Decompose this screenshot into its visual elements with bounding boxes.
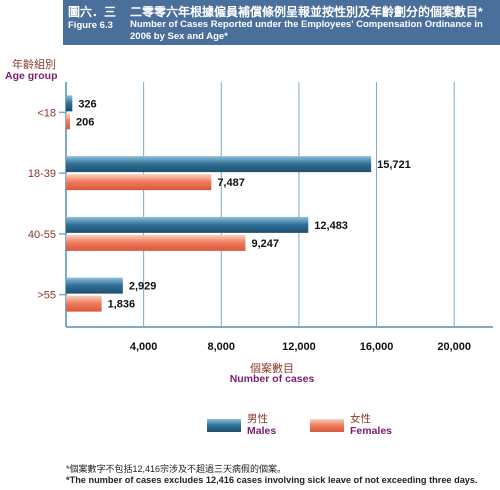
- legend-males-cn: 男性: [247, 413, 268, 425]
- male-bar: [66, 156, 372, 173]
- figure-number-en: Figure 6.3: [68, 20, 113, 31]
- legend-males: 男性 Males: [207, 413, 276, 437]
- category-label: <18: [37, 107, 56, 119]
- x-tick-label: 12,000: [282, 341, 316, 353]
- category-label: 18-39: [28, 168, 56, 180]
- female-value-label: 206: [76, 116, 94, 128]
- figure-number-cn: 圖六．三: [68, 5, 117, 19]
- title-banner: 圖六．三 Figure 6.3 二零零六年根據僱員補償條例呈報並按性別及年齡劃分…: [63, 0, 500, 45]
- legend-males-swatch: [207, 418, 241, 432]
- female-bar: [66, 113, 70, 130]
- category-label: >55: [37, 290, 56, 302]
- legend-males-en: Males: [247, 425, 277, 437]
- female-value-label: 7,487: [217, 177, 245, 189]
- footnote-cn: *個案數字不包括12,416宗涉及不超過三天病假的個案。: [66, 464, 287, 474]
- male-bar: [66, 216, 309, 233]
- legend-females-en: Females: [350, 425, 393, 437]
- chart-title-en: Number of Cases Reported under the Emplo…: [130, 19, 483, 42]
- bar-chart: 4,000 8,000 12,000 16,000 20,000 <18 326 206 18-…: [28, 82, 493, 353]
- category-label: 40-55: [28, 229, 56, 241]
- x-tick-label: 8,000: [208, 341, 236, 353]
- legend-females-cn: 女性: [350, 413, 371, 425]
- female-bar: [66, 295, 102, 312]
- chart-title-cn: 二零零六年根據僱員補償條例呈報並按性別及年齡劃分的個案數目*: [130, 5, 483, 19]
- y-axis-title-cn: 年齡組別: [12, 59, 56, 71]
- male-value-label: 15,721: [377, 159, 411, 171]
- male-bar: [66, 95, 73, 112]
- female-value-label: 9,247: [251, 238, 279, 250]
- x-axis-title-en: Number of cases: [229, 373, 315, 385]
- male-bar: [66, 277, 123, 294]
- x-axis-title-cn: 個案數目: [250, 363, 294, 375]
- footnote-en: *The number of cases excludes 12,416 cas…: [66, 475, 478, 485]
- male-value-label: 326: [78, 98, 96, 110]
- male-value-label: 2,929: [129, 281, 157, 293]
- legend-females: 女性 Females: [310, 413, 392, 437]
- female-bar: [66, 174, 212, 191]
- x-tick-label: 4,000: [130, 341, 158, 353]
- x-tick-label: 20,000: [437, 341, 471, 353]
- x-tick-label: 16,000: [360, 341, 394, 353]
- male-value-label: 12,483: [314, 220, 348, 232]
- legend-females-swatch: [310, 418, 344, 432]
- female-value-label: 1,836: [108, 299, 136, 311]
- y-axis-title-en: Age group: [5, 70, 58, 82]
- female-bar: [66, 234, 246, 251]
